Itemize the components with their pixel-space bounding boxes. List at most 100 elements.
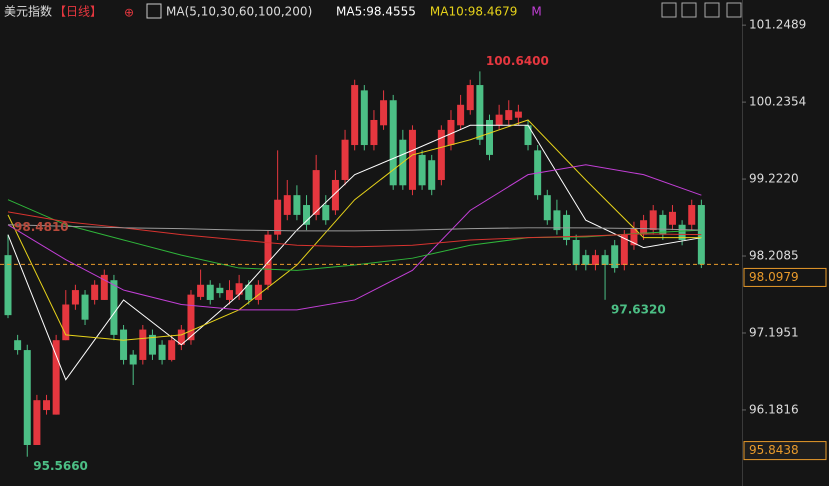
annotation: 100.6400	[486, 54, 549, 68]
price-tag-box	[743, 441, 827, 461]
annotation: 98.4810	[14, 220, 69, 234]
candle-body	[293, 195, 301, 215]
tool-icon[interactable]	[661, 2, 677, 18]
tool-icon[interactable]	[726, 2, 742, 18]
candle-body	[341, 139, 349, 180]
candle-body	[591, 255, 599, 266]
candle-body	[447, 119, 455, 146]
annotation: 97.6320	[611, 302, 666, 316]
candle-body	[100, 274, 108, 300]
candle-body	[351, 85, 359, 146]
candle-body	[331, 179, 339, 211]
candle-body	[630, 227, 638, 246]
candle-body	[187, 294, 195, 341]
candle-body	[148, 334, 156, 355]
candle-body	[505, 110, 513, 120]
legend-entry: MA5:98.4555	[336, 5, 416, 19]
candle-body	[688, 205, 696, 225]
ma-line	[7, 224, 702, 232]
candle-body	[91, 284, 99, 300]
candle-body	[620, 234, 628, 266]
candle-body	[283, 195, 291, 215]
candle-body	[110, 280, 118, 335]
candle-body	[177, 329, 185, 345]
ma-caption: MA(5,10,30,60,100,200)	[166, 5, 312, 19]
candle-body	[678, 224, 686, 240]
candle-body	[697, 205, 705, 265]
candle-body	[62, 304, 70, 341]
candle-body	[158, 344, 166, 360]
candle-body	[197, 284, 205, 297]
y-tick-label: 101.2489	[749, 18, 806, 32]
candle-body	[274, 199, 282, 235]
candle-body	[23, 350, 31, 445]
candle-body	[168, 340, 176, 360]
toolbar	[661, 2, 742, 18]
candle-body	[437, 129, 445, 180]
title: 美元指数	[4, 4, 52, 19]
ma-line	[7, 164, 702, 311]
candle-body	[524, 125, 532, 146]
candle-body	[322, 205, 330, 221]
y-tick-label: 98.2085	[749, 249, 799, 263]
candle-body	[514, 111, 522, 118]
ma-line	[7, 199, 702, 271]
candle-body	[225, 290, 233, 300]
ma-line	[7, 119, 702, 341]
candle-body	[120, 329, 128, 360]
candle-body	[235, 283, 243, 295]
candle-body	[466, 85, 474, 111]
candle-body	[129, 354, 137, 365]
y-tick-label: 100.2354	[749, 95, 806, 109]
legend-entry: MA10:98.4679	[430, 5, 518, 19]
candle-body	[254, 284, 262, 300]
candle-body	[649, 210, 657, 231]
candle-body	[245, 284, 253, 300]
price-tag-box	[743, 267, 827, 287]
candle-body	[216, 287, 224, 294]
y-tick-label: 99.2220	[749, 172, 799, 186]
ma-icon	[146, 3, 162, 19]
candle-body	[206, 284, 214, 300]
candle-body	[81, 294, 89, 320]
y-tick-label: 97.1951	[749, 325, 799, 339]
tool-icon[interactable]	[681, 2, 697, 18]
candle-body	[486, 119, 493, 155]
candle-body	[380, 100, 388, 126]
candle-body	[476, 85, 484, 140]
candle-body	[418, 154, 426, 186]
candle-body	[668, 211, 676, 225]
candle-body	[4, 255, 12, 316]
candle-body	[303, 205, 311, 225]
candle-body	[582, 255, 590, 266]
candle-body	[139, 329, 147, 360]
candle-body	[360, 90, 368, 146]
candle-body	[659, 214, 667, 235]
price-tag: 98.0979	[749, 270, 799, 284]
period: 【日线】	[54, 5, 102, 19]
candle-body	[553, 210, 561, 231]
candle-body	[389, 100, 397, 186]
candle-body	[495, 114, 503, 126]
candle-body	[428, 160, 436, 190]
candle-body	[14, 340, 22, 351]
candle-body	[71, 290, 79, 305]
annotation: 95.5660	[33, 459, 88, 473]
candle-body	[572, 239, 580, 266]
candle-body	[457, 104, 465, 126]
candle-body	[611, 245, 619, 269]
candle-body	[640, 220, 648, 235]
candle-body	[408, 129, 416, 190]
price-tag: 95.8438	[749, 443, 799, 457]
candle-body	[370, 119, 378, 146]
candle-body	[543, 195, 551, 221]
candle-body	[312, 170, 320, 215]
y-tick-label: 96.1816	[749, 402, 799, 416]
candle-body	[264, 234, 272, 285]
ma-line	[7, 124, 702, 381]
candle-body	[601, 255, 609, 266]
tool-icon[interactable]	[704, 2, 720, 18]
period-icon[interactable]: ⊕	[124, 6, 134, 20]
